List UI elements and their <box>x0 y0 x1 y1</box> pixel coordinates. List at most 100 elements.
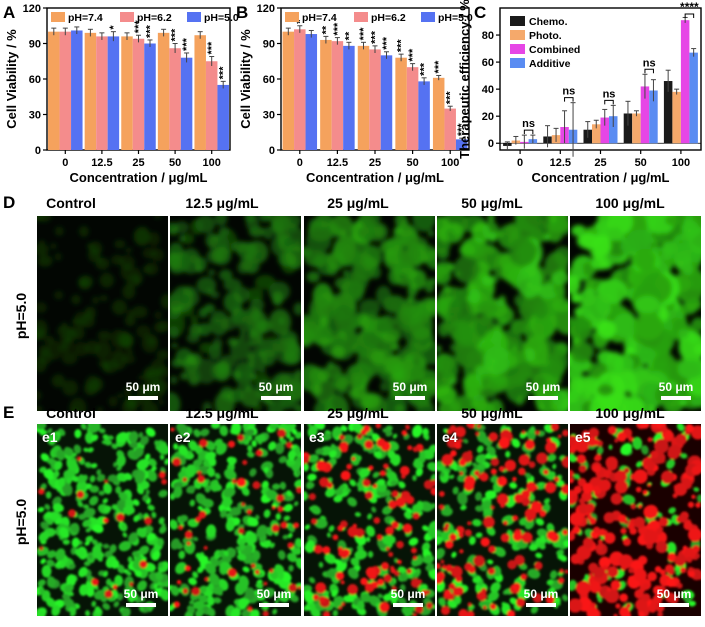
y-tick-label: 90 <box>29 39 41 51</box>
x-axis-title: Concentration / μg/mL <box>306 170 444 185</box>
significance-label: *** <box>358 27 370 41</box>
x-tick-label: 100 <box>672 157 690 169</box>
y-tick-label: 20 <box>482 111 494 123</box>
bar-ph-6-2-25 <box>132 38 145 151</box>
bar-ph-5-0-12.5 <box>343 45 355 150</box>
bar-chemo--50 <box>623 113 633 144</box>
legend-label: pH=5.0 <box>204 12 239 24</box>
significance-label: *** <box>419 62 431 76</box>
x-tick-label: 12.5 <box>327 157 348 169</box>
x-tick-label: 0 <box>297 157 303 169</box>
significance-label: ** <box>343 31 355 40</box>
significance-label: ns <box>603 88 616 100</box>
row-d-image-3: 50 μm <box>304 216 435 411</box>
significance-bracket <box>644 68 654 74</box>
y-tick-label: 60 <box>482 57 494 69</box>
significance-label: *** <box>206 41 218 55</box>
legend-label: Chemo. <box>529 16 568 28</box>
bar-ph-6-2-0 <box>294 29 306 150</box>
bar-ph-7-4-0 <box>282 31 295 151</box>
significance-label: *** <box>370 30 382 44</box>
scalebar <box>126 603 156 607</box>
row-d-header-25: 25 μg/mL <box>327 195 389 211</box>
legend-swatch <box>51 12 65 22</box>
x-tick-label: 50 <box>169 157 181 169</box>
significance-label: ns <box>522 118 535 130</box>
bar-ph-5-0-50 <box>418 81 430 150</box>
bar-ph-7-4-100 <box>194 35 206 150</box>
bar-ph-7-4-12.5 <box>84 32 97 150</box>
y-axis-title: Cell Viability / % <box>238 29 253 129</box>
bar-chemo--100 <box>663 81 673 144</box>
x-tick-label: 100 <box>203 157 221 169</box>
row-d-live-cell-images: Control 12.5 μg/mL 25 μg/mL 50 μg/mL 100… <box>13 195 701 411</box>
scalebar-label: 50 μm <box>124 587 159 601</box>
significance-bracket <box>684 13 695 18</box>
row-e-header-control: Control <box>46 405 96 421</box>
bar-ph-6-2-0 <box>59 31 72 151</box>
scalebar <box>661 396 691 400</box>
row-d-image-2: 50 μm <box>170 216 301 411</box>
y-tick-label: 120 <box>257 3 275 15</box>
bar-ph-5-0-0 <box>305 34 318 150</box>
bar-ph-6-2-12.5 <box>96 36 108 150</box>
y-tick-label: 30 <box>263 110 275 122</box>
y-tick-label: 60 <box>29 74 41 86</box>
panel-label-e: E <box>3 403 14 422</box>
live-dead-signal <box>570 424 701 616</box>
legend-swatch <box>354 12 368 22</box>
legend-swatch <box>510 16 525 26</box>
x-tick-label: 50 <box>406 157 418 169</box>
legend-swatch <box>510 30 525 40</box>
significance-label: *** <box>218 66 230 80</box>
image-sublabel: e2 <box>175 429 191 445</box>
scalebar <box>259 603 289 607</box>
x-tick-label: 25 <box>594 157 606 169</box>
row-e-ph-label: pH=5.0 <box>13 499 29 546</box>
significance-label: *** <box>445 91 457 105</box>
scalebar <box>128 396 158 400</box>
fluorescence-signal <box>37 216 168 411</box>
scalebar <box>526 603 556 607</box>
legend-label: pH=5.0 <box>438 12 473 24</box>
bar-ph-6-2-100 <box>205 61 218 150</box>
row-e-header-50: 50 μg/mL <box>461 405 523 421</box>
legend-label: pH=6.2 <box>371 12 406 24</box>
row-d-image-5: 50 μm <box>570 216 701 411</box>
significance-label: * <box>294 19 306 24</box>
y-tick-label: 30 <box>29 110 41 122</box>
scalebar <box>393 603 423 607</box>
significance-label: *** <box>133 20 145 34</box>
legend-swatch <box>285 12 299 22</box>
bar-ph-7-4-100 <box>432 77 445 150</box>
x-tick-label: 12.5 <box>550 157 571 169</box>
bar-ph-7-4-25 <box>357 45 370 150</box>
bar-ph-6-2-50 <box>406 67 419 150</box>
row-e-header-100: 100 μg/mL <box>595 405 665 421</box>
row-e-header-25: 25 μg/mL <box>327 405 389 421</box>
scalebar <box>528 396 558 400</box>
significance-label: ns <box>562 86 575 98</box>
significance-bracket <box>604 99 614 105</box>
bar-ph-6-2-50 <box>169 48 181 150</box>
significance-bracket <box>523 129 534 135</box>
row-d-ph-label: pH=5.0 <box>13 293 29 340</box>
bar-ph-6-2-25 <box>369 49 381 150</box>
scalebar <box>395 396 425 400</box>
significance-label: *** <box>170 28 182 42</box>
significance-label: *** <box>181 37 193 51</box>
fluorescence-signal <box>304 216 435 411</box>
legend-swatch <box>421 12 435 22</box>
bar-additive-100 <box>689 52 698 144</box>
row-e-live-dead-images: Control 12.5 μg/mL 25 μg/mL 50 μg/mL 100… <box>13 405 701 616</box>
legend-swatch <box>510 58 525 68</box>
image-sublabel: e5 <box>575 429 591 445</box>
image-sublabel: e3 <box>309 429 325 445</box>
row-e-image-2: e2 50 μm <box>170 424 301 616</box>
y-tick-label: 0 <box>269 145 275 157</box>
x-tick-label: 25 <box>369 157 381 169</box>
bar-ph-7-4-12.5 <box>320 39 332 151</box>
